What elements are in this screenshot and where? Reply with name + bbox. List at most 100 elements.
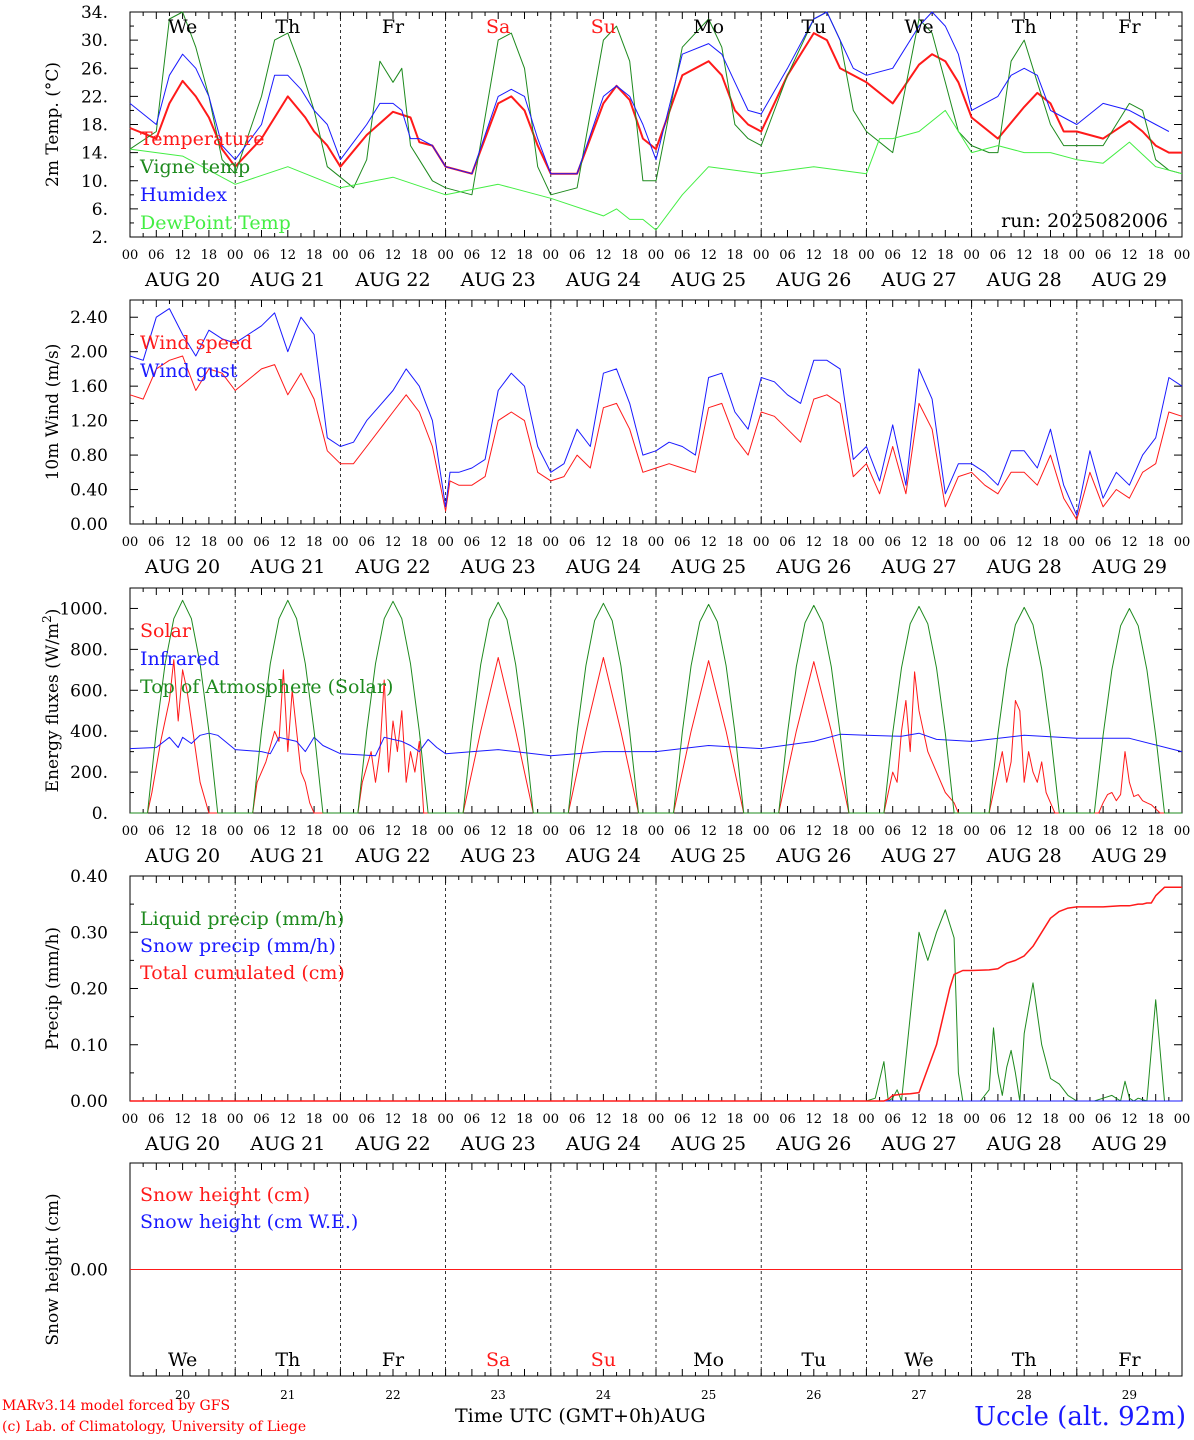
hour-tick-label: 18: [201, 248, 218, 263]
series-line-energy-0: [130, 657, 1165, 814]
hour-tick-label: 06: [358, 535, 375, 550]
day-label: Fr: [382, 16, 405, 38]
day-label: Th: [1012, 1349, 1037, 1371]
date-label: AUG 25: [670, 556, 746, 578]
date-label: AUG 20: [144, 845, 220, 867]
panel-frame-wind: [129, 299, 1183, 525]
date-label: AUG 28: [986, 845, 1062, 867]
hour-tick-label: 18: [411, 535, 428, 550]
hour-tick-label: 18: [1042, 248, 1059, 263]
day-label: We: [904, 1349, 933, 1371]
hour-tick-label: 06: [884, 248, 901, 263]
date-label: AUG 27: [880, 269, 956, 291]
hour-tick-label: 12: [280, 248, 297, 263]
hour-tick-label: 00: [227, 824, 244, 839]
day-label: Th: [275, 16, 300, 38]
hour-tick-label: 12: [806, 535, 823, 550]
hour-tick-label: 00: [858, 824, 875, 839]
date-label: AUG 27: [880, 845, 956, 867]
hour-tick-label: 06: [253, 248, 270, 263]
hour-tick-label: 06: [148, 535, 165, 550]
hour-tick-label: 00: [648, 1112, 665, 1127]
hour-tick-label: 00: [332, 535, 349, 550]
hour-tick-label: 06: [1095, 824, 1112, 839]
date-label: AUG 21: [249, 845, 325, 867]
hour-tick-label: 00: [227, 248, 244, 263]
y-tick-label: 6.: [92, 200, 108, 220]
hour-tick-label: 18: [1147, 535, 1164, 550]
day-number-label: 23: [491, 1388, 506, 1402]
y-axis-label: 10m Wind (m/s): [43, 344, 63, 481]
hour-tick-label: 12: [1121, 535, 1138, 550]
day-label: We: [904, 16, 933, 38]
date-label: AUG 27: [880, 556, 956, 578]
day-label: Tu: [801, 1349, 826, 1371]
hour-tick-label: 18: [1147, 1112, 1164, 1127]
date-label: AUG 23: [460, 556, 536, 578]
legend-entry: Solar: [140, 620, 192, 642]
hour-tick-label: 12: [490, 824, 507, 839]
hour-tick-label: 12: [280, 535, 297, 550]
hour-tick-label: 00: [858, 248, 875, 263]
y-tick-label: 200.: [70, 763, 108, 783]
legend-entry: Wind speed: [140, 332, 252, 354]
hour-tick-label: 12: [911, 1112, 928, 1127]
date-label: AUG 29: [1091, 269, 1167, 291]
day-number-label: 28: [1017, 1388, 1032, 1402]
hour-tick-label: 18: [832, 248, 849, 263]
day-label: Mo: [693, 1349, 724, 1371]
day-label: Th: [1012, 16, 1037, 38]
hour-tick-label: 12: [174, 248, 191, 263]
date-label: AUG 22: [354, 845, 430, 867]
y-tick-label: 22.: [81, 87, 108, 107]
hour-tick-label: 00: [753, 535, 770, 550]
hour-tick-label: 18: [516, 1112, 533, 1127]
series-line-energy-2: [130, 599, 1182, 814]
date-label: AUG 20: [144, 269, 220, 291]
hour-tick-label: 00: [122, 1112, 139, 1127]
hour-tick-label: 18: [1042, 535, 1059, 550]
hour-tick-label: 18: [937, 535, 954, 550]
legend-entry: Liquid precip (mm/h): [140, 908, 344, 930]
date-label: AUG 21: [249, 1133, 325, 1155]
day-label: Fr: [1118, 1349, 1141, 1371]
hour-tick-label: 06: [148, 248, 165, 263]
series-line-temp-2: [129, 11, 1170, 175]
hour-tick-label: 06: [779, 248, 796, 263]
hour-tick-label: 00: [858, 1112, 875, 1127]
hour-tick-label: 18: [306, 535, 323, 550]
hour-tick-label: 18: [727, 535, 744, 550]
day-number-label: 24: [596, 1388, 612, 1402]
hour-tick-label: 12: [385, 248, 402, 263]
hour-tick-label: 06: [884, 824, 901, 839]
hour-tick-label: 12: [595, 1112, 612, 1127]
hour-tick-label: 00: [648, 824, 665, 839]
day-number-label: 29: [1122, 1388, 1137, 1402]
hour-tick-label: 18: [411, 1112, 428, 1127]
date-label: AUG 28: [986, 556, 1062, 578]
station-label: Uccle (alt. 92m): [974, 1402, 1186, 1432]
hour-tick-label: 06: [674, 535, 691, 550]
date-label: AUG 23: [460, 269, 536, 291]
legend-entry: Infrared: [140, 648, 220, 670]
hour-tick-label: 12: [806, 824, 823, 839]
hour-tick-label: 12: [1016, 1112, 1033, 1127]
hour-tick-label: 00: [122, 535, 139, 550]
y-tick-label: 0.30: [70, 923, 108, 943]
hour-tick-label: 12: [490, 535, 507, 550]
hour-tick-label: 06: [990, 535, 1007, 550]
date-label: AUG 27: [880, 1133, 956, 1155]
hour-tick-label: 12: [1016, 248, 1033, 263]
date-label: AUG 26: [775, 1133, 851, 1155]
hour-tick-label: 00: [963, 248, 980, 263]
y-tick-label: 18.: [81, 116, 108, 136]
hour-tick-label: 06: [1095, 1112, 1112, 1127]
hour-tick-label: 06: [358, 824, 375, 839]
hour-tick-label: 00: [227, 1112, 244, 1127]
hour-tick-label: 00: [1069, 1112, 1086, 1127]
y-tick-label: 14.: [81, 144, 108, 164]
hour-tick-label: 00: [858, 535, 875, 550]
hour-tick-label: 12: [1121, 824, 1138, 839]
hour-tick-label: 18: [1147, 248, 1164, 263]
date-label: AUG 23: [460, 1133, 536, 1155]
